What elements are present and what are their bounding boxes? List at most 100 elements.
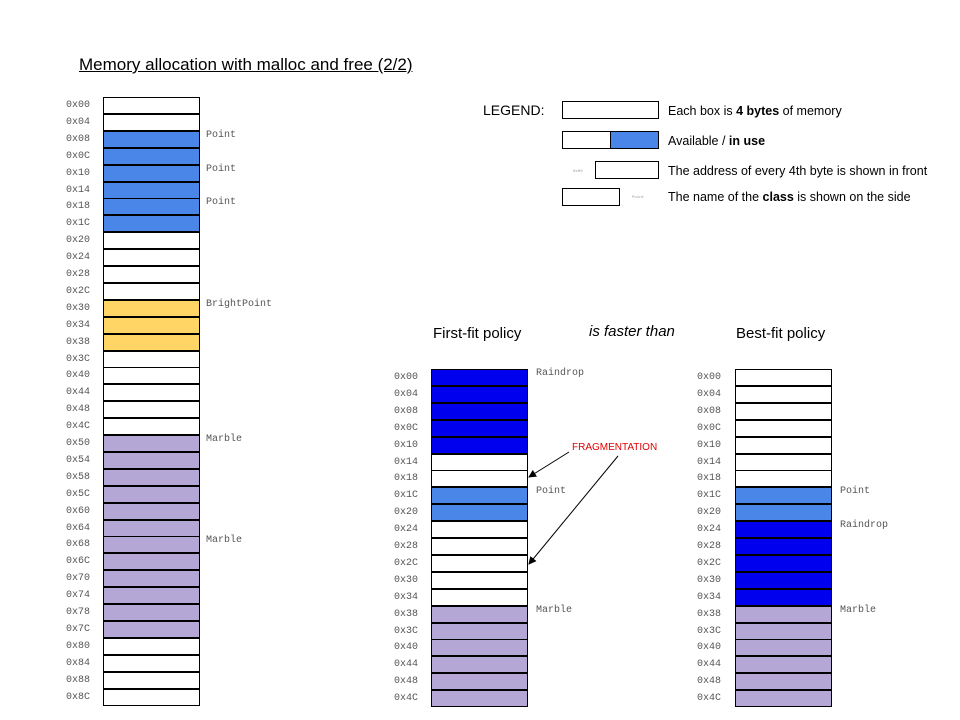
memory-cell (103, 232, 200, 250)
memory-cell (431, 639, 528, 657)
memory-cell (735, 369, 832, 386)
memory-address: 0x20 (66, 235, 91, 247)
memory-address: 0x28 (394, 541, 419, 552)
memory-address: 0x10 (66, 167, 91, 179)
memory-address: 0x08 (394, 405, 419, 417)
legend-inuse-sample (610, 131, 659, 149)
memory-address: 0x48 (66, 404, 91, 416)
memory-address: 0x00 (66, 100, 91, 111)
memory-address: 0x88 (66, 674, 91, 686)
memory-cell (431, 419, 528, 437)
memory-address: 0x64 (66, 522, 91, 534)
fragmentation-label: FRAGMENTATION (572, 442, 658, 453)
legend-label: LEGEND: (483, 102, 545, 118)
memory-cell (431, 521, 528, 539)
memory-cell (103, 266, 200, 283)
memory-address: 0x5C (66, 488, 91, 500)
legend-available-text: Available / in use (668, 134, 766, 148)
memory-address: 0x14 (697, 456, 722, 468)
memory-cell (735, 673, 832, 691)
memory-cell (103, 113, 200, 131)
memory-address: 0x00 (697, 372, 722, 383)
memory-cell (103, 401, 200, 419)
legend-class-box (562, 188, 620, 206)
memory-cell (103, 485, 200, 503)
class-label: Marble (206, 535, 243, 547)
memory-address: 0x78 (66, 607, 91, 618)
memory-address: 0x3C (66, 353, 91, 365)
memory-address: 0x24 (66, 252, 91, 264)
memory-cell (103, 604, 200, 621)
memory-address: 0x2C (394, 557, 419, 569)
memory-address: 0x1C (394, 490, 419, 502)
memory-cell (103, 620, 200, 638)
memory-cell (103, 384, 200, 402)
class-label: BrightPoint (206, 298, 273, 310)
memory-address: 0x14 (394, 456, 419, 468)
memory-address: 0x20 (697, 507, 722, 519)
memory-cell (431, 656, 528, 674)
memory-cell (103, 468, 200, 486)
class-label: Marble (536, 604, 573, 616)
fragmentation-arrow-1 (528, 451, 570, 478)
legend-class-text: The name of the class is shown on the si… (668, 190, 911, 204)
memory-cell (735, 554, 832, 572)
memory-cell (103, 519, 200, 537)
memory-address: 0x48 (697, 676, 722, 688)
memory-address: 0x4C (697, 693, 722, 705)
memory-cell (103, 249, 200, 267)
memory-address: 0x38 (697, 608, 722, 620)
faster-than-text: is faster than (589, 323, 675, 340)
memory-address: 0x24 (394, 524, 419, 536)
memory-cell (103, 570, 200, 588)
memory-cell (431, 622, 528, 640)
class-label: Marble (840, 604, 877, 616)
memory-address: 0x34 (697, 591, 722, 603)
memory-address: 0x3C (394, 625, 419, 637)
memory-address: 0x1C (66, 218, 91, 230)
memory-address: 0x34 (66, 319, 91, 331)
memory-cell (103, 299, 200, 317)
memory-address: 0x18 (66, 201, 91, 213)
memory-cell (103, 282, 200, 300)
memory-cell (103, 350, 200, 368)
memory-cell (735, 622, 832, 640)
memory-cell (103, 215, 200, 233)
memory-address: 0x2C (697, 557, 722, 569)
memory-address: 0x40 (697, 642, 722, 654)
memory-cell (735, 656, 832, 674)
memory-cell (431, 369, 528, 386)
memory-address: 0x4C (394, 693, 419, 705)
memory-cell (431, 538, 528, 555)
memory-cell (431, 673, 528, 691)
memory-address: 0x08 (66, 133, 91, 145)
fragmentation-arrow-2 (528, 455, 619, 565)
memory-cell (103, 435, 200, 452)
memory-address: 0x58 (66, 471, 91, 483)
memory-cell (103, 637, 200, 655)
memory-address: 0x10 (697, 439, 722, 451)
memory-cell (103, 671, 200, 689)
memory-cell (103, 181, 200, 199)
memory-cell (735, 571, 832, 589)
memory-address: 0x20 (394, 507, 419, 519)
memory-cell (103, 130, 200, 148)
memory-address: 0x38 (394, 608, 419, 620)
class-label: Raindrop (536, 368, 585, 379)
memory-cell (735, 605, 832, 623)
memory-address: 0x2C (66, 285, 91, 297)
memory-address: 0x08 (697, 405, 722, 417)
memory-address: 0x38 (66, 336, 91, 348)
memory-cell (103, 147, 200, 165)
memory-cell (431, 504, 528, 522)
memory-cell (103, 316, 200, 334)
memory-address: 0x70 (66, 573, 91, 585)
memory-address: 0x34 (394, 591, 419, 603)
memory-address: 0x28 (66, 269, 91, 280)
memory-address: 0x0C (66, 150, 91, 162)
memory-address: 0x7C (66, 623, 91, 635)
legend-class-sample: Point (632, 196, 645, 200)
memory-address: 0x10 (394, 439, 419, 451)
class-label: Point (206, 197, 237, 209)
memory-cell (431, 436, 528, 454)
